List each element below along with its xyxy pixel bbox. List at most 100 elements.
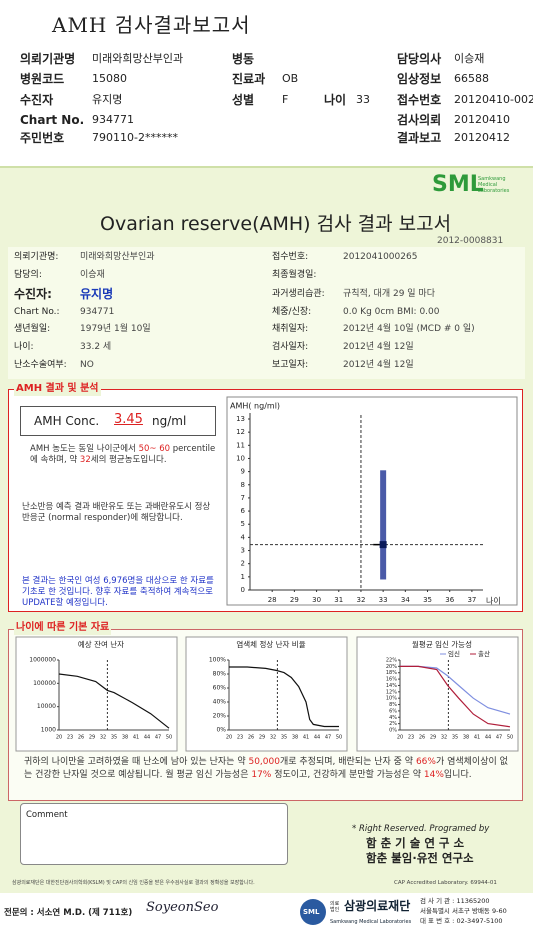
report-title: Ovarian reserve(AMH) 검사 결과 보고서 [100, 213, 452, 235]
logo-sub: Samkwang Medical Laboratories [478, 176, 510, 194]
x-tick-label: 35 [452, 735, 458, 741]
y-tick-label: 14% [386, 683, 397, 689]
field-label: 의뢰기관명 [20, 52, 76, 66]
x-tick-label: 26 [78, 735, 84, 741]
highlight-text: 14% [423, 770, 444, 780]
y-tick-label: 8% [389, 702, 397, 708]
x-tick-label: 20 [397, 735, 403, 741]
patient-value: 2012041000265 [343, 252, 418, 262]
x-tick-label: 47 [155, 735, 161, 741]
y-tick-label: 5 [241, 520, 245, 528]
field-value: F [282, 93, 289, 106]
y-tick-label: 10% [386, 696, 397, 702]
chart-frame [356, 636, 519, 752]
x-tick-label: 20 [226, 735, 232, 741]
conc-box [20, 406, 216, 436]
patient-value: 미래와희망산부인과 [80, 252, 155, 262]
field-label: 진료과 [232, 72, 266, 86]
field-value: 20120410 [454, 113, 510, 126]
x-tick-label: 35 [423, 596, 432, 604]
field-value: 유지명 [92, 93, 123, 106]
legend-label: 출산 [478, 649, 490, 658]
fine-print: 삼광의료재단은 대한진단검사의학회(KSLM) 및 CAP의 신임 인증을 받은… [12, 880, 255, 886]
text-run: 세의 평균농도입니다. [90, 455, 167, 465]
x-tick-label: 29 [290, 596, 299, 604]
field-value: 미래와희망산부인과 [92, 52, 184, 65]
range-bar [380, 470, 387, 580]
text-run: 정도이고, 건강하게 분만할 가능성은 약 [271, 770, 424, 780]
y-tick-label: 10 [236, 454, 245, 462]
contact: 서울특별시 서초구 방배동 9-60 [420, 907, 507, 915]
field-value: 934771 [92, 113, 134, 126]
highlight-text: 32 [79, 455, 91, 465]
patient-value: 2012년 4월 10일 (MCD # 0 일) [343, 324, 475, 334]
x-tick-label: 44 [144, 735, 150, 741]
contact: 대 표 번 호 : 02-3497-5100 [420, 917, 503, 925]
page-title: AMH 검사결과보고서 [52, 13, 251, 37]
field-label: 병원코드 [20, 72, 65, 86]
patient-label: Chart No.: [14, 307, 60, 317]
field-label: 임상정보 [397, 72, 442, 86]
field-label: 성별 [232, 93, 255, 107]
x-tick-label: 34 [401, 596, 410, 604]
age-chart: 월평균 임신 가능성 0%2%4%6%8%10%12%14%16%18%20%22… [356, 636, 519, 752]
field-label: 검사의뢰 [397, 113, 442, 127]
x-tick-label: 32 [356, 596, 365, 604]
patient-value: 2012년 4월 12일 [343, 342, 414, 352]
x-tick-label: 23 [237, 735, 243, 741]
patient-value: 0.0 Kg 0cm BMI: 0.00 [343, 307, 440, 317]
x-tick-label: 47 [496, 735, 502, 741]
x-tick-label: 23 [67, 735, 73, 741]
y-tick-label: 16% [386, 677, 397, 683]
field-value: 이승재 [454, 52, 485, 65]
text-run: 입니다. [443, 770, 472, 780]
field-value: 790110-2****** [92, 131, 178, 144]
y-tick-label: 100% [209, 657, 226, 664]
patient-value: 규칙적, 대개 29 일 마다 [343, 289, 435, 299]
x-tick-label: 32 [441, 735, 447, 741]
cap: CAP Accredited Laboratory. 69944-01 [394, 880, 497, 886]
patient-label: 생년월일: [14, 324, 51, 334]
contact: 검 사 기 관 : 11365200 [420, 897, 490, 905]
y-tick-label: 1000000 [29, 657, 56, 664]
patient-label: 최종월경일: [272, 270, 317, 280]
y-tick-label: 100000 [33, 680, 56, 687]
patient-label: 의뢰기관명: [14, 252, 59, 262]
y-tick-label: 60% [213, 685, 227, 692]
field-value: 33 [356, 93, 370, 106]
signature: SoyeonSeo [146, 900, 219, 915]
x-tick-label: 50 [507, 735, 513, 741]
y-tick-label: 9 [241, 468, 245, 476]
logo: SML [432, 172, 484, 197]
x-tick-label: 29 [89, 735, 95, 741]
patient-value: 934771 [80, 307, 115, 317]
x-tick-label: 41 [474, 735, 480, 741]
patient-label: 보고일자: [272, 360, 309, 370]
field-label: 수진자 [20, 93, 54, 107]
highlight-text: 66% [415, 757, 436, 767]
lab-name: 함 춘 기 술 연 구 소 [366, 836, 465, 850]
x-tick-label: 50 [336, 735, 342, 741]
x-tick-label: 30 [312, 596, 321, 604]
x-tick-label: 23 [408, 735, 414, 741]
doctor: 전문의 : 서소연 M.D. (제 711호) [4, 908, 133, 918]
bottom-logo-circle [300, 899, 326, 925]
y-tick-label: 22% [386, 658, 397, 664]
patient-label: 담당의: [14, 270, 42, 280]
chart-frame [185, 636, 348, 752]
highlight-text: 50~ 60 [138, 444, 171, 454]
lab-name: 함춘 불임·유전 연구소 [366, 851, 474, 865]
x-tick-label: 50 [166, 735, 172, 741]
org-name: 삼광의료재단 [344, 899, 411, 913]
field-label: 나이 [324, 93, 347, 107]
y-tick-label: 40% [213, 699, 227, 706]
x-tick-label: 32 [100, 735, 106, 741]
text-run: 개로 추정되며, 배란되는 난자 중 약 [279, 757, 416, 767]
y-tick-label: 0 [241, 586, 245, 594]
right-reserved: * Right Reserved. Programed by [352, 824, 490, 834]
patient-label: 채취일자: [272, 324, 309, 334]
x-tick-label: 33 [379, 596, 388, 604]
y-tick-label: 2 [241, 560, 245, 568]
x-tick-label: 28 [268, 596, 277, 604]
